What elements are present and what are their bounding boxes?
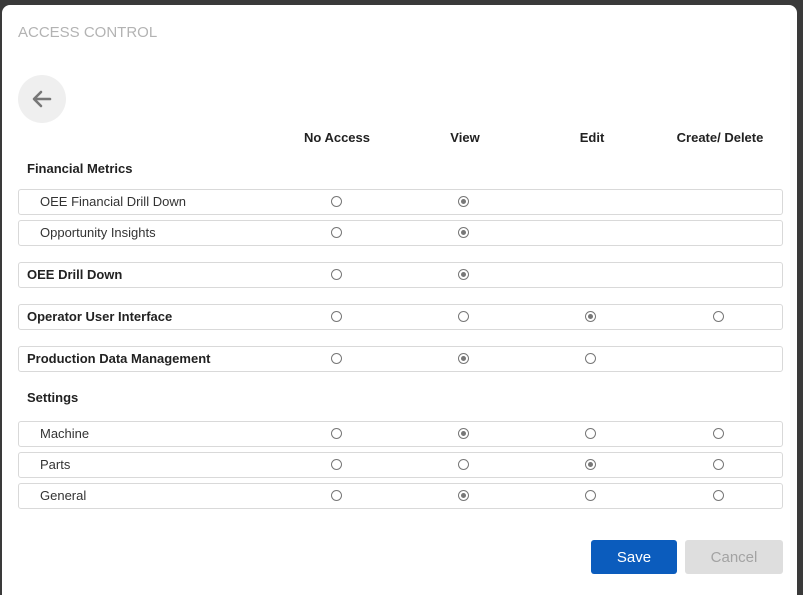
save-button[interactable]: Save bbox=[591, 540, 677, 574]
radio-view[interactable] bbox=[458, 490, 469, 501]
permission-label: OEE Drill Down bbox=[27, 267, 123, 282]
permission-row: OEE Financial Drill Down bbox=[18, 189, 783, 215]
radio-no-access[interactable] bbox=[331, 490, 342, 501]
back-button[interactable] bbox=[18, 75, 66, 123]
radio-no-access[interactable] bbox=[331, 196, 342, 207]
radio-no-access[interactable] bbox=[331, 459, 342, 470]
radio-view[interactable] bbox=[458, 459, 469, 470]
permission-label: Machine bbox=[40, 426, 90, 441]
radio-no-access[interactable] bbox=[331, 269, 342, 280]
permission-label: Parts bbox=[40, 457, 71, 472]
access-control-dialog bbox=[2, 5, 797, 595]
radio-view[interactable] bbox=[458, 428, 469, 439]
permission-row: General bbox=[18, 483, 783, 509]
column-header-no-access: No Access bbox=[304, 130, 370, 145]
radio-no-access[interactable] bbox=[331, 353, 342, 364]
radio-edit[interactable] bbox=[585, 353, 596, 364]
permission-label: Operator User Interface bbox=[27, 309, 173, 324]
radio-no-access[interactable] bbox=[331, 227, 342, 238]
permission-row: Operator User Interface bbox=[18, 304, 783, 330]
permission-label: OEE Financial Drill Down bbox=[40, 194, 186, 209]
radio-create-delete[interactable] bbox=[713, 459, 724, 470]
radio-no-access[interactable] bbox=[331, 428, 342, 439]
permission-row: Parts bbox=[18, 452, 783, 478]
arrow-left-icon bbox=[32, 90, 52, 108]
group-settings: Settings bbox=[27, 390, 79, 405]
radio-edit[interactable] bbox=[585, 490, 596, 501]
radio-edit[interactable] bbox=[585, 311, 596, 322]
permission-label: Opportunity Insights bbox=[40, 225, 156, 240]
permission-row: Production Data Management bbox=[18, 346, 783, 372]
radio-no-access[interactable] bbox=[331, 311, 342, 322]
radio-create-delete[interactable] bbox=[713, 428, 724, 439]
column-header-create-delete: Create/ Delete bbox=[676, 130, 764, 145]
permission-row: OEE Drill Down bbox=[18, 262, 783, 288]
radio-view[interactable] bbox=[458, 196, 469, 207]
radio-edit[interactable] bbox=[585, 428, 596, 439]
radio-view[interactable] bbox=[458, 311, 469, 322]
permission-label: General bbox=[40, 488, 87, 503]
radio-edit[interactable] bbox=[585, 459, 596, 470]
radio-view[interactable] bbox=[458, 269, 469, 280]
column-header-edit: Edit bbox=[579, 130, 605, 145]
group-financial-metrics: Financial Metrics bbox=[27, 161, 133, 176]
column-header-view: View bbox=[450, 130, 480, 145]
permission-row: Machine bbox=[18, 421, 783, 447]
permission-label: Production Data Management bbox=[27, 351, 211, 366]
dialog-title: ACCESS CONTROL bbox=[18, 24, 158, 41]
radio-create-delete[interactable] bbox=[713, 490, 724, 501]
radio-view[interactable] bbox=[458, 353, 469, 364]
permission-row: Opportunity Insights bbox=[18, 220, 783, 246]
cancel-button[interactable]: Cancel bbox=[685, 540, 783, 574]
radio-view[interactable] bbox=[458, 227, 469, 238]
radio-create-delete[interactable] bbox=[713, 311, 724, 322]
